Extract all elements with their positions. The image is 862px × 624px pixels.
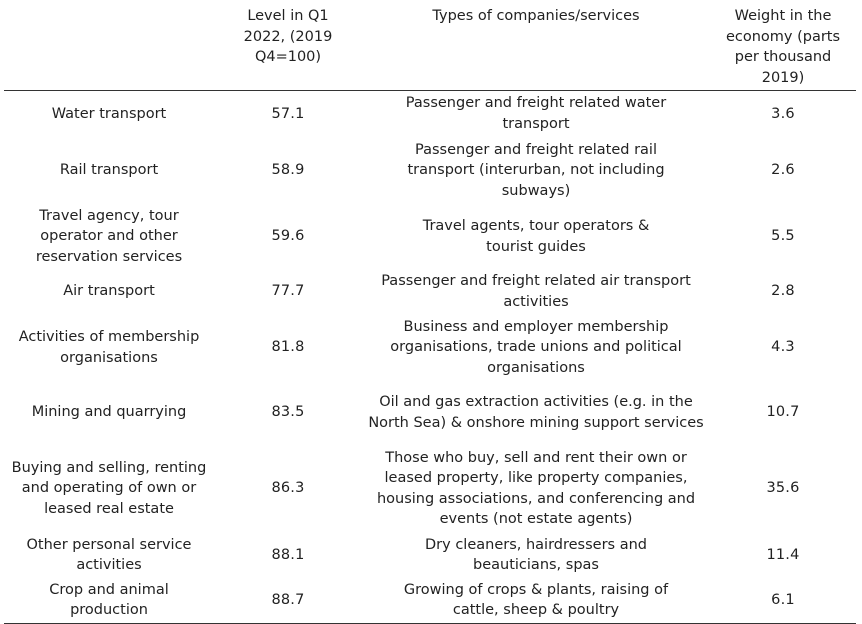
- cell-level: 88.7: [214, 577, 362, 624]
- table-row: Mining and quarrying 83.5 Oil and gas ex…: [4, 381, 856, 445]
- cell-weight: 5.5: [771, 228, 795, 245]
- cell-level: 83.5: [271, 404, 305, 421]
- cell-weight: 4.3: [771, 339, 795, 356]
- cell-level: 86.3: [271, 480, 305, 497]
- header-weight: Weight in the economy (parts per thousan…: [710, 4, 856, 91]
- cell-level: 81.8: [271, 339, 305, 356]
- cell-level: 58.9: [271, 162, 305, 179]
- cell-sector: Water transport: [51, 105, 167, 122]
- cell-weight: 10.7: [766, 404, 800, 421]
- cell-sector: Other personal service activities: [26, 536, 192, 574]
- table-header: Level in Q1 2022, (2019 Q4=100) Types of…: [4, 4, 856, 91]
- cell-types: Dry cleaners, hairdressers and beauticia…: [425, 536, 647, 574]
- cell-types: Oil and gas extraction activities (e.g. …: [368, 394, 704, 431]
- cell-sector: Mining and quarrying: [31, 404, 187, 421]
- cell-level: 57.1: [271, 105, 305, 122]
- cell-types: Business and employer membership organis…: [390, 318, 682, 376]
- cell-sector: Crop and animal production: [4, 577, 214, 624]
- cell-sector: Rail transport: [59, 162, 159, 179]
- cell-types: Travel agents, tour operators & tourist …: [422, 218, 650, 255]
- header-types: Types of companies/services: [362, 4, 710, 91]
- cell-weight: 6.1: [710, 577, 856, 624]
- table-body: Water transport 57.1 Passenger and freig…: [4, 91, 856, 624]
- table-row: Travel agency, tour operator and other r…: [4, 205, 856, 269]
- cell-weight: 11.4: [766, 546, 800, 563]
- cell-weight: 2.6: [771, 162, 795, 179]
- table-row: Crop and animal production 88.7 Growing …: [4, 577, 856, 624]
- cell-level: 77.7: [271, 283, 305, 300]
- cell-level: 88.1: [271, 546, 305, 563]
- header-row: Level in Q1 2022, (2019 Q4=100) Types of…: [4, 4, 856, 91]
- header-sector: [4, 4, 214, 91]
- cell-types: Passenger and freight related rail trans…: [407, 141, 665, 199]
- cell-weight: 35.6: [766, 480, 800, 497]
- cell-sector: Air transport: [63, 283, 155, 300]
- cell-sector: Buying and selling, renting and operatin…: [11, 459, 207, 517]
- table-row: Rail transport 58.9 Passenger and freigh…: [4, 137, 856, 205]
- table-row: Air transport 77.7 Passenger and freight…: [4, 269, 856, 315]
- cell-types: Those who buy, sell and rent their own o…: [376, 449, 696, 528]
- table-row: Other personal service activities 88.1 D…: [4, 533, 856, 578]
- sector-table: Level in Q1 2022, (2019 Q4=100) Types of…: [4, 4, 856, 624]
- cell-weight: 3.6: [771, 105, 795, 122]
- cell-types: Passenger and freight related water tran…: [405, 95, 667, 132]
- cell-types: Growing of crops & plants, raising of ca…: [362, 577, 710, 624]
- cell-level: 59.6: [271, 228, 305, 245]
- table-row: Activities of membership organisations 8…: [4, 315, 856, 381]
- table-row: Water transport 57.1 Passenger and freig…: [4, 91, 856, 137]
- cell-weight: 2.8: [771, 283, 795, 300]
- cell-sector: Travel agency, tour operator and other r…: [35, 207, 183, 265]
- cell-types: Passenger and freight related air transp…: [381, 273, 691, 310]
- header-level: Level in Q1 2022, (2019 Q4=100): [214, 4, 362, 91]
- table-row: Buying and selling, renting and operatin…: [4, 445, 856, 533]
- cell-sector: Activities of membership organisations: [18, 329, 200, 366]
